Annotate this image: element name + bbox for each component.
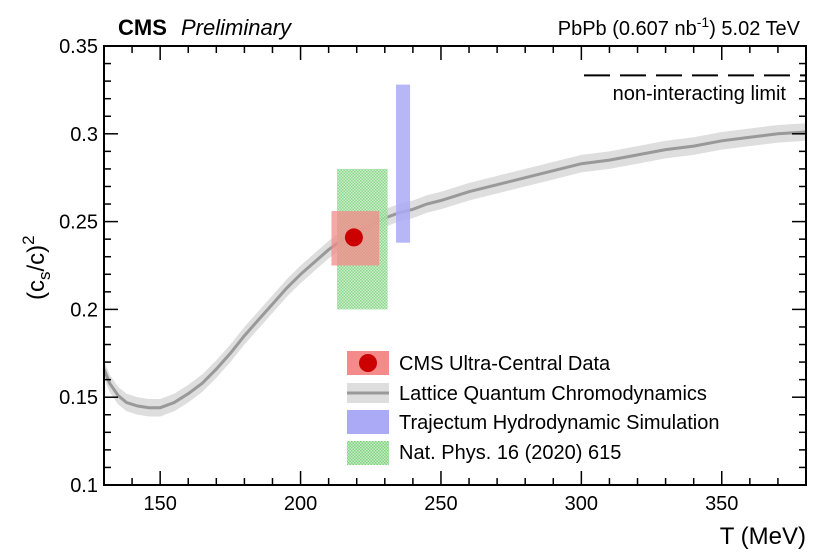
y-axis-title-base: (c	[23, 280, 50, 300]
dataset-exponent: -1	[697, 14, 710, 30]
plot-layer-boxes	[337, 84, 411, 310]
plot-layer-marker	[331, 211, 380, 266]
legend-entry-lattice: Lattice Quantum Chromodynamics	[347, 383, 707, 405]
y-tick-label: 0.35	[59, 36, 98, 58]
y-tick-label: 0.1	[70, 475, 98, 497]
trajectum-box	[396, 84, 411, 243]
x-tick-label: 200	[284, 493, 317, 515]
legend-entry-cms: CMS Ultra-Central Data	[347, 351, 611, 375]
x-tick-label: 300	[565, 493, 598, 515]
dataset-prefix: PbPb (0.607 nb	[558, 18, 697, 40]
legend-label-trajectum: Trajectum Hydrodynamic Simulation	[399, 412, 719, 434]
experiment-label: CMS	[118, 15, 167, 40]
y-axis-title-mid: /c)	[23, 245, 50, 272]
x-axis-title: T (MeV)	[720, 523, 806, 550]
cms-data-point	[344, 228, 363, 247]
legend-label-lattice: Lattice Quantum Chromodynamics	[399, 383, 707, 405]
legend: CMS Ultra-Central Data Lattice Quantum C…	[347, 351, 719, 465]
legend-label-natphys: Nat. Phys. 16 (2020) 615	[399, 442, 621, 464]
legend-swatch-cms-marker	[359, 354, 377, 372]
plot-frame	[103, 45, 807, 486]
y-axis-title: (cs/c)2	[19, 235, 54, 300]
legend-entry-trajectum: Trajectum Hydrodynamic Simulation	[347, 410, 719, 434]
x-tick-label: 250	[424, 493, 457, 515]
reference-line-label: non-interacting limit	[613, 83, 787, 105]
dataset-label: PbPb (0.607 nb-1) 5.02 TeV	[558, 14, 801, 40]
y-axis-title-sub: s	[35, 272, 54, 281]
legend-entry-natphys: Nat. Phys. 16 (2020) 615	[347, 441, 621, 465]
y-tick-label: 0.15	[59, 387, 98, 409]
y-tick-label: 0.2	[70, 299, 98, 321]
y-tick-label: 0.3	[70, 124, 98, 146]
legend-label-cms: CMS Ultra-Central Data	[399, 353, 611, 375]
x-tick-label: 150	[143, 493, 176, 515]
legend-swatch-natphys	[347, 441, 389, 465]
y-tick-label: 0.25	[59, 212, 98, 234]
y-axis-title-sup: 2	[19, 235, 38, 244]
dataset-suffix: ) 5.02 TeV	[709, 18, 800, 40]
axis-ticks: 150 200 250 300 350 0.1 0.15 0.2 0.25 0.3 0.35	[59, 36, 807, 515]
legend-swatch-trajectum	[347, 410, 389, 434]
x-tick-label: 350	[705, 493, 738, 515]
status-label: Preliminary	[181, 15, 293, 40]
